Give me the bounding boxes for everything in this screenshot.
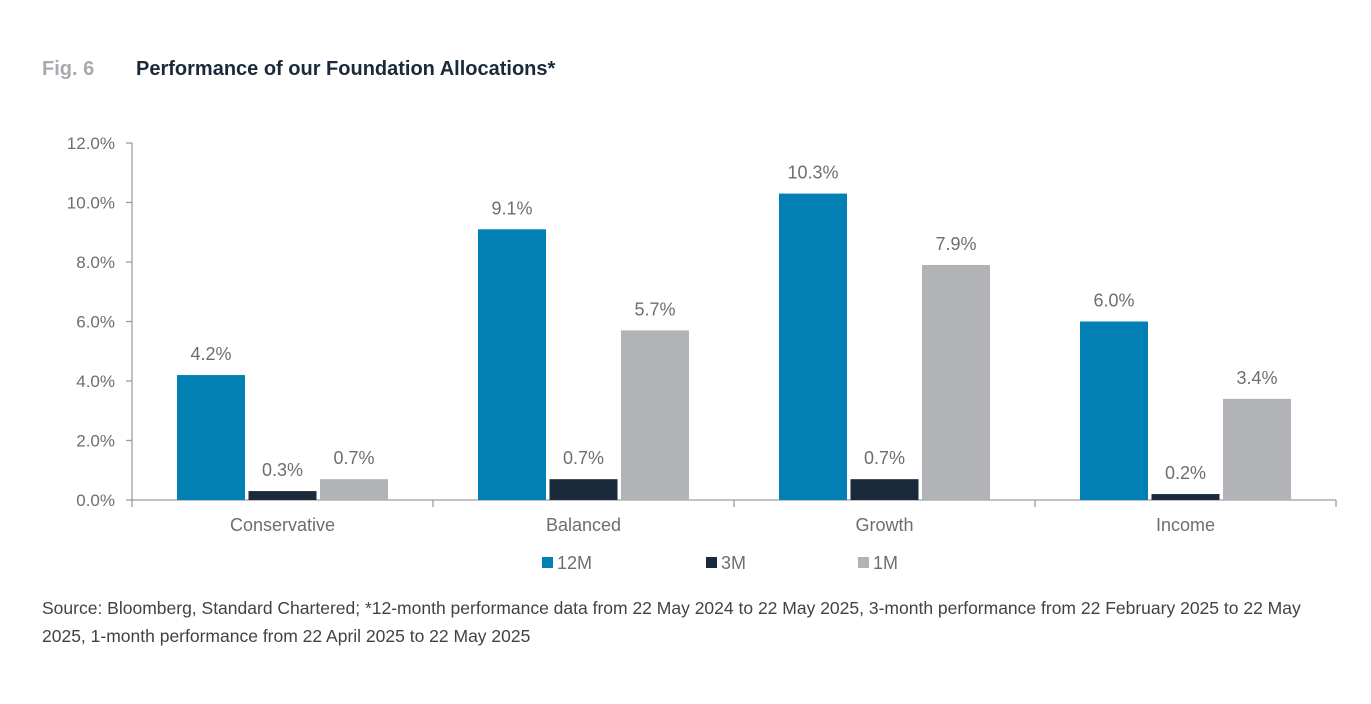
figure-number: Fig. 6 [42,57,95,80]
bar-3m-income [1151,494,1220,500]
source-note: Source: Bloomberg, Standard Chartered; *… [42,598,1301,646]
data-labels: 4.2% 0.3% 0.7% 9.1% 0.7% 5.7% 10.3% 0.7% 7.9% 6.0… [190,163,1277,483]
y-tick-label: 4.0% [76,372,115,391]
y-tick-label: 8.0% [76,253,115,272]
data-label: 0.7% [864,448,905,468]
bar-1m-conservative [320,479,388,500]
bar-1m-income [1223,398,1291,500]
data-label: 0.2% [1165,463,1206,483]
legend: 12M 3M 1M [542,553,898,573]
bar-3m-conservative [248,491,317,500]
y-axis: 0.0% 2.0% 4.0% 6.0% 8.0% 10.0% 12.0% [67,134,133,510]
data-label: 4.2% [190,344,231,364]
legend-label: 12M [557,553,592,573]
y-tick-label: 12.0% [67,134,115,153]
category-label: Income [1156,515,1215,535]
bar-12m-balanced [478,229,546,500]
y-tick-label: 2.0% [76,432,115,451]
bar-12m-growth [779,193,847,500]
legend-label: 1M [873,553,898,573]
legend-swatch-12m [542,557,553,568]
figure-header: Fig. 6 Performance of our Foundation All… [42,56,555,82]
figure-title: Performance of our Foundation Allocation… [136,57,556,80]
data-label: 5.7% [634,299,675,319]
bar-3m-balanced [549,479,618,500]
data-label: 7.9% [935,234,976,254]
category-label: Conservative [230,515,335,535]
bar-12m-income [1080,321,1148,500]
data-label: 9.1% [491,198,532,218]
category-label: Growth [855,515,913,535]
legend-swatch-3m [706,557,717,568]
y-tick-label: 0.0% [76,491,115,510]
bar-12m-conservative [177,375,245,500]
data-label: 3.4% [1236,368,1277,388]
data-label: 0.7% [333,448,374,468]
legend-label: 3M [721,553,746,573]
legend-swatch-1m [858,557,869,568]
x-axis: Conservative Balanced Growth Income [131,499,1337,535]
category-label: Balanced [546,515,621,535]
data-label: 0.7% [563,448,604,468]
bars [177,193,1291,500]
bar-3m-growth [850,479,919,500]
data-label: 10.3% [787,163,838,183]
y-tick-label: 10.0% [67,194,115,213]
bar-1m-balanced [621,330,689,500]
data-label: 0.3% [262,460,303,480]
bar-1m-growth [922,264,990,500]
y-tick-label: 6.0% [76,313,115,332]
bar-chart: 0.0% 2.0% 4.0% 6.0% 8.0% 10.0% 12.0% Conservat… [67,134,1337,573]
data-label: 6.0% [1093,291,1134,311]
